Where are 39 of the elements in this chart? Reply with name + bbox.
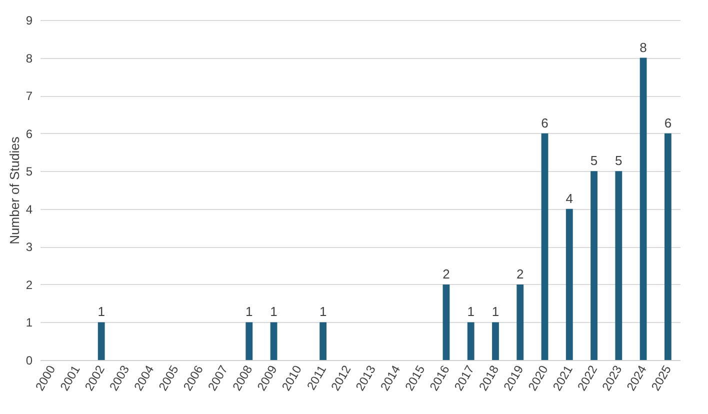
y-tick-label: 3: [26, 240, 33, 254]
data-label: 1: [319, 304, 327, 320]
data-label: 4: [566, 190, 574, 206]
bar: [516, 284, 524, 360]
data-label: 1: [270, 304, 278, 320]
bar: [566, 208, 573, 360]
y-tick-label: 5: [26, 164, 33, 179]
data-label: 8: [640, 40, 647, 55]
y-tick-label: 0: [26, 354, 33, 368]
y-tick-label: 9: [26, 14, 33, 28]
bar: [615, 171, 622, 360]
data-label: 1: [98, 304, 105, 320]
data-label: 1: [467, 304, 474, 320]
bar: [320, 322, 326, 360]
y-tick-label: 4: [26, 202, 33, 216]
bar: [98, 322, 105, 360]
data-label: 5: [615, 153, 622, 168]
data-label: 6: [664, 115, 672, 130]
y-axis-title: Number of Studies: [6, 136, 22, 244]
y-tick-label: 7: [26, 89, 33, 104]
bar: [270, 322, 278, 360]
data-label: 1: [492, 304, 500, 320]
y-tick-label: 1: [26, 316, 33, 330]
bar: [640, 58, 647, 360]
bar: [590, 171, 598, 360]
data-label: 5: [590, 153, 598, 168]
bar: [442, 284, 450, 360]
bar: [467, 322, 474, 360]
y-tick-label: 6: [26, 126, 33, 141]
data-label: 2: [516, 266, 524, 282]
bar: [246, 322, 253, 360]
y-tick-label: 8: [26, 51, 33, 66]
bar: [541, 133, 548, 360]
data-label: 1: [246, 304, 253, 320]
bar: [492, 322, 499, 360]
data-label: 2: [442, 266, 450, 282]
data-label: 6: [541, 115, 548, 130]
y-tick-label: 2: [26, 278, 33, 292]
bar: [664, 133, 672, 360]
